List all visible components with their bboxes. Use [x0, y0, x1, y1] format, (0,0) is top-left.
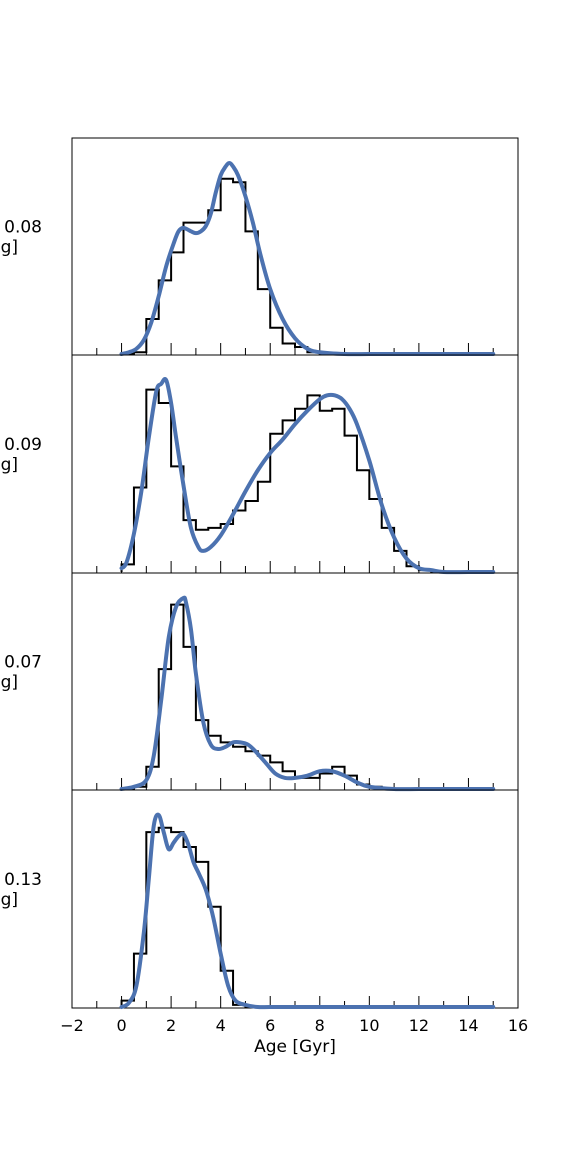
kde-line [119, 595, 496, 792]
x-tick-label: 6 [265, 1016, 275, 1035]
panel-4: 0.13g] [1, 789, 519, 1010]
y-axis-label-line: g] [1, 673, 18, 693]
kde-line [119, 376, 496, 575]
x-tick-label: 12 [409, 1016, 429, 1035]
panels: 0.08g]± 0.09g]0.07g]0.13g] [0, 137, 519, 1010]
panel-2: ± 0.09g] [0, 354, 519, 575]
kde-line [119, 812, 496, 1010]
histogram-steps [121, 603, 494, 790]
x-tick-label: −2 [60, 1016, 84, 1035]
x-axis-label: Age [Gyr] [254, 1037, 336, 1057]
x-tick-label: 10 [359, 1016, 379, 1035]
y-axis-label-line: 0.13 [4, 870, 42, 890]
panel-3: 0.07g] [1, 572, 519, 792]
histogram-steps [121, 177, 494, 355]
y-axis-label-line: g] [1, 238, 18, 258]
panel-frame [71, 354, 519, 574]
y-axis-label-line: g] [1, 455, 18, 475]
histogram-steps [120, 826, 494, 1008]
x-tick-label: 0 [116, 1016, 126, 1035]
x-tick-label: 4 [216, 1016, 226, 1035]
y-axis-label-line: 0.08 [4, 218, 42, 238]
panel-frame [71, 137, 519, 356]
y-axis-label-line: ± 0.09 [0, 435, 42, 455]
histogram-steps [120, 388, 494, 573]
y-axis-label-line: 0.07 [4, 653, 42, 673]
kde-line [119, 161, 496, 357]
panel-1: 0.08g] [1, 137, 519, 357]
x-tick-label: 14 [458, 1016, 478, 1035]
x-tick-label: 8 [315, 1016, 325, 1035]
x-axis: −2 0 2 4 6 8 10 12 14 16 [60, 1016, 528, 1035]
panel-frame [71, 572, 519, 791]
x-tick-label: 2 [166, 1016, 176, 1035]
y-axis-label-line: g] [1, 890, 18, 910]
x-tick-label: 16 [508, 1016, 528, 1035]
